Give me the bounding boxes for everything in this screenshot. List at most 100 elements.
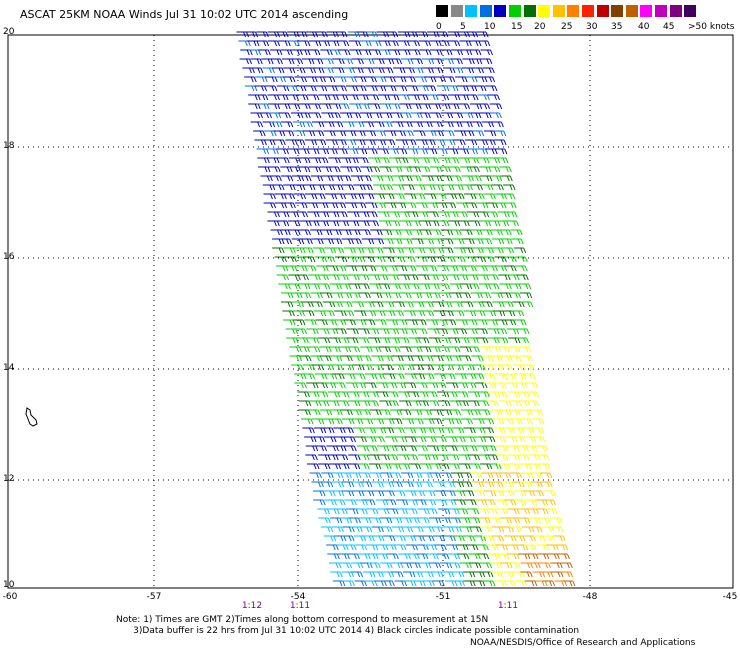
wind-barb <box>443 139 456 146</box>
wind-barb <box>302 373 316 380</box>
wind-barb <box>392 490 406 497</box>
wind-barb <box>521 526 535 533</box>
wind-barb <box>332 58 345 65</box>
wind-barb <box>485 319 499 326</box>
wind-barb <box>308 166 322 173</box>
wind-barb <box>425 508 438 515</box>
wind-barb <box>371 418 385 425</box>
wind-barb <box>448 517 461 524</box>
wind-barb <box>377 337 391 344</box>
wind-barb <box>408 166 421 173</box>
wind-barb <box>378 49 391 56</box>
wind-barb <box>523 535 536 542</box>
wind-barb <box>257 103 270 110</box>
wind-barb <box>475 139 489 146</box>
wind-barb <box>405 31 418 38</box>
time-label-2: 1:11 <box>289 601 311 611</box>
wind-barb <box>425 391 438 398</box>
wind-barb <box>391 526 405 533</box>
wind-barb <box>325 139 339 146</box>
wind-barb <box>267 157 280 164</box>
wind-barb <box>485 508 498 515</box>
wind-barb <box>524 499 538 506</box>
wind-barb <box>495 319 508 326</box>
wind-barb <box>370 175 384 182</box>
wind-barb <box>423 499 437 506</box>
wind-barb <box>355 508 368 515</box>
wind-barb <box>321 364 335 371</box>
wind-barb <box>354 319 367 326</box>
wind-barb <box>277 157 290 164</box>
wind-barb <box>295 211 309 218</box>
wind-barb <box>410 58 423 65</box>
wind-barb <box>360 184 373 191</box>
wind-barb <box>510 229 523 236</box>
wind-barb <box>508 562 521 569</box>
wind-barb <box>506 328 520 335</box>
wind-barb <box>417 274 430 281</box>
wind-barb <box>537 463 551 470</box>
wind-barb <box>378 409 391 416</box>
wind-barb <box>532 571 546 578</box>
wind-barb <box>393 544 407 551</box>
wind-barb <box>354 544 368 551</box>
wind-barb <box>439 292 452 299</box>
wind-barb <box>478 292 492 299</box>
wind-barb <box>485 211 499 218</box>
wind-barb <box>411 364 424 371</box>
wind-barb <box>415 553 429 560</box>
legend-swatch <box>494 5 507 17</box>
wind-barb <box>316 148 330 155</box>
wind-barb <box>447 463 460 470</box>
wind-barb <box>308 112 322 119</box>
wind-barb <box>427 220 440 227</box>
legend-swatch <box>450 5 463 17</box>
lon-label-45: -45 <box>722 592 738 602</box>
wind-barb <box>255 94 269 101</box>
wind-barb <box>390 112 403 119</box>
wind-barb <box>490 409 503 416</box>
wind-barb <box>428 292 441 299</box>
wind-barb <box>415 382 428 389</box>
wind-barb <box>342 67 356 74</box>
wind-barb <box>307 220 320 227</box>
wind-barb <box>373 184 386 191</box>
wind-barb <box>401 418 415 425</box>
wind-barb <box>492 310 506 317</box>
wind-barb <box>319 355 332 362</box>
wind-barb <box>320 49 333 56</box>
wind-barb <box>542 535 555 542</box>
wind-barb <box>435 328 449 335</box>
wind-barb <box>459 49 473 56</box>
wind-barb <box>385 265 398 272</box>
wind-barb <box>437 40 450 47</box>
wind-barb <box>383 130 397 137</box>
wind-barb <box>481 481 495 488</box>
wind-barb <box>451 364 465 371</box>
wind-barb <box>299 175 312 182</box>
wind-barb <box>349 409 362 416</box>
wind-barb <box>508 355 522 362</box>
wind-barb <box>344 193 357 200</box>
wind-barb <box>500 175 513 182</box>
wind-barb <box>399 346 412 353</box>
wind-barb <box>490 481 504 488</box>
wind-barb <box>350 526 363 533</box>
wind-barb <box>370 364 384 371</box>
wind-barb <box>448 166 461 173</box>
wind-barb <box>334 139 347 146</box>
wind-barb <box>301 301 314 308</box>
wind-barb <box>267 211 280 218</box>
wind-barb <box>322 427 335 434</box>
wind-barb <box>402 247 415 254</box>
wind-barb <box>503 499 517 506</box>
wind-barb <box>339 229 352 236</box>
wind-barb <box>464 202 478 209</box>
wind-barb <box>460 481 473 488</box>
wind-barb <box>386 40 399 47</box>
wind-barb <box>366 553 379 560</box>
wind-barb <box>349 103 362 110</box>
wind-barb <box>480 184 494 191</box>
wind-barb <box>445 436 458 443</box>
